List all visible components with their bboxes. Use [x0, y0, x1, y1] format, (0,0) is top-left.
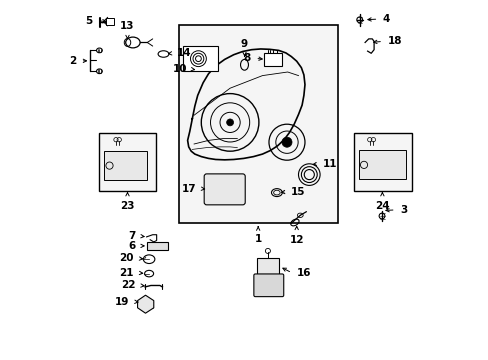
Bar	[354, 133, 411, 191]
Text: 8: 8	[243, 53, 250, 63]
Text: 6: 6	[128, 241, 136, 251]
Bar	[99, 133, 156, 191]
Text: 13: 13	[120, 21, 135, 31]
Bar	[179, 25, 337, 223]
Text: 15: 15	[291, 187, 305, 197]
Bar	[358, 150, 405, 179]
Text: 11: 11	[322, 159, 337, 169]
FancyBboxPatch shape	[253, 274, 283, 297]
Text: 21: 21	[119, 268, 134, 278]
Text: 3: 3	[399, 205, 407, 215]
Text: 12: 12	[289, 235, 304, 245]
Circle shape	[226, 119, 233, 126]
Text: 17: 17	[181, 184, 196, 194]
Text: 24: 24	[374, 201, 389, 211]
Text: 19: 19	[115, 297, 129, 307]
Bar	[147, 242, 168, 250]
Polygon shape	[137, 295, 153, 313]
Bar	[106, 18, 114, 25]
Text: 2: 2	[69, 56, 76, 66]
Text: 20: 20	[119, 253, 134, 264]
Circle shape	[282, 137, 291, 147]
FancyBboxPatch shape	[204, 174, 244, 205]
Text: 22: 22	[121, 280, 136, 291]
Bar	[104, 151, 146, 180]
Text: 14: 14	[177, 48, 191, 58]
Text: 5: 5	[85, 16, 92, 26]
Text: 9: 9	[241, 39, 247, 49]
Text: 7: 7	[128, 231, 136, 241]
Text: 1: 1	[254, 234, 261, 244]
Text: 18: 18	[386, 36, 401, 46]
Text: 4: 4	[382, 14, 389, 24]
Bar	[183, 46, 217, 71]
Bar	[257, 258, 278, 274]
Text: 23: 23	[120, 201, 135, 211]
Bar	[264, 53, 281, 66]
Text: 10: 10	[172, 64, 186, 74]
Text: 16: 16	[296, 268, 310, 278]
